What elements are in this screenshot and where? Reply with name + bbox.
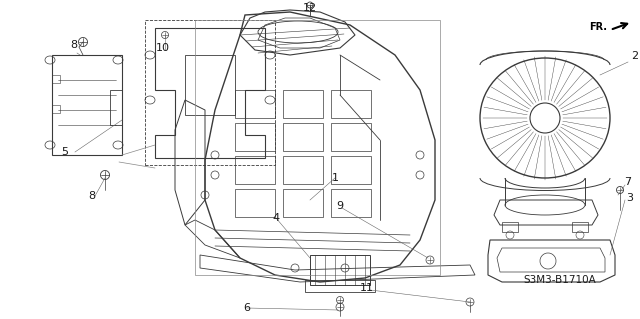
Bar <box>52 75 60 83</box>
Bar <box>110 90 122 125</box>
Text: 7: 7 <box>625 177 632 187</box>
Bar <box>572 222 588 232</box>
Text: 8: 8 <box>88 191 95 201</box>
Text: 5: 5 <box>61 147 68 157</box>
Text: 2: 2 <box>632 51 639 61</box>
Text: 6: 6 <box>243 303 250 313</box>
Bar <box>310 255 370 285</box>
Text: 4: 4 <box>273 213 280 223</box>
Bar <box>52 105 60 113</box>
Text: 11: 11 <box>360 283 374 293</box>
Text: 9: 9 <box>337 201 344 211</box>
Bar <box>145 20 275 165</box>
Bar <box>305 280 375 292</box>
Text: 3: 3 <box>627 193 634 203</box>
Bar <box>52 55 122 155</box>
Bar <box>502 222 518 232</box>
Text: FR.: FR. <box>589 22 607 32</box>
Text: 12: 12 <box>303 3 317 13</box>
Bar <box>195 20 440 275</box>
Text: S3M3-B1710A: S3M3-B1710A <box>524 275 596 285</box>
Text: 8: 8 <box>70 40 77 50</box>
Text: 10: 10 <box>156 43 170 53</box>
Text: 1: 1 <box>332 173 339 183</box>
